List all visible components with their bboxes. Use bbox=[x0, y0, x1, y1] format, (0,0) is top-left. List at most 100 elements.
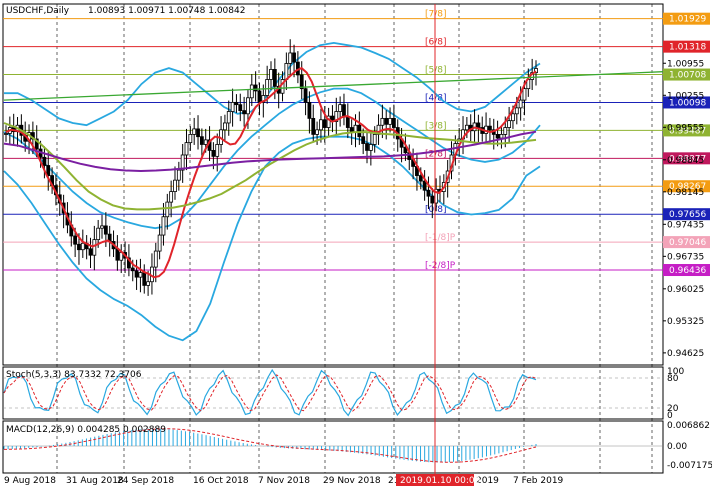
candle-body-67 bbox=[261, 95, 266, 103]
stoch-d-line bbox=[3, 374, 537, 412]
macd-axis-label-0: 0.006862 bbox=[667, 421, 710, 431]
candle-body-64 bbox=[249, 84, 254, 99]
chart-symbol: USDCHF,Daily bbox=[6, 6, 70, 16]
y-tick-label-1: 1.00255 bbox=[667, 91, 704, 101]
candle-body-130 bbox=[503, 127, 508, 135]
price-box-1 bbox=[663, 40, 710, 53]
murrey-level-label-3: [4/8] bbox=[425, 93, 447, 103]
candle-body-108 bbox=[418, 175, 423, 182]
macd-signal-line bbox=[3, 428, 537, 463]
murrey-level-label-8: [-1/8]P bbox=[425, 233, 456, 243]
candle-body-94 bbox=[365, 143, 369, 151]
price-box-label-2: 1.00708 bbox=[669, 71, 706, 81]
x-tick-label-2: 24 Sep 2018 bbox=[117, 476, 174, 486]
candle-body-39 bbox=[153, 250, 158, 268]
candle-body-111 bbox=[430, 195, 435, 204]
price-box-2 bbox=[663, 68, 710, 81]
candle-body-60 bbox=[234, 101, 239, 106]
y-tick-label-6: 0.96735 bbox=[667, 252, 704, 262]
candle-body-96 bbox=[372, 133, 377, 145]
price-box-7 bbox=[663, 208, 710, 221]
candle-body-50 bbox=[196, 128, 200, 138]
x-tick-label-8: 7 Feb 2019 bbox=[513, 476, 564, 486]
candle-body-19 bbox=[77, 243, 81, 251]
murrey-level-label-1: [6/8] bbox=[425, 38, 447, 48]
x-tick-label-5: 29 Nov 2018 bbox=[323, 476, 381, 486]
candle-body-135 bbox=[522, 88, 527, 101]
candle-body-58 bbox=[226, 111, 231, 124]
series-line-2 bbox=[3, 130, 537, 173]
price-box-label-3: 1.00098 bbox=[669, 98, 706, 108]
stoch-axis-label-3: 0 bbox=[667, 411, 673, 421]
candle-body-32 bbox=[126, 257, 131, 269]
candle-body-26 bbox=[103, 225, 108, 235]
candle-body-80 bbox=[311, 117, 316, 135]
x-tick-label-6: 21 bbox=[388, 476, 399, 486]
y-tick-label-7: 0.96025 bbox=[667, 285, 704, 295]
crosshair-time-label: 2019.01.10 00:00 bbox=[400, 476, 481, 486]
candle-body-93 bbox=[361, 136, 366, 144]
price-box-label-6: 0.98267 bbox=[669, 182, 706, 192]
candle-body-92 bbox=[357, 124, 362, 138]
x-tick-label-7: 2019 bbox=[476, 476, 499, 486]
candle-body-110 bbox=[426, 189, 431, 197]
candle-body-126 bbox=[488, 125, 492, 131]
bb-middle bbox=[3, 87, 541, 230]
price-box-3 bbox=[663, 96, 710, 109]
price-box-5 bbox=[663, 152, 710, 165]
macd-panel-frame bbox=[2, 420, 664, 474]
candle-body-78 bbox=[303, 88, 308, 103]
stoch-axis-label-0: 100 bbox=[667, 367, 684, 377]
candle-body-43 bbox=[169, 191, 174, 203]
candle-body-128 bbox=[495, 133, 500, 139]
candle-body-63 bbox=[246, 97, 250, 115]
candle-body-18 bbox=[73, 235, 78, 245]
candle-body-99 bbox=[384, 117, 389, 125]
candle-body-79 bbox=[307, 101, 312, 119]
series-line-3 bbox=[3, 71, 664, 101]
candle-body-129 bbox=[499, 133, 504, 139]
candle-body-44 bbox=[173, 179, 177, 192]
price-box-9 bbox=[663, 264, 710, 277]
candle-body-55 bbox=[215, 144, 220, 157]
y-tick-label-2: 0.99555 bbox=[667, 123, 704, 133]
price-box-label-5: 0.98877 bbox=[669, 154, 706, 164]
stoch-axis-label-2: 20 bbox=[667, 404, 679, 414]
candle-body-20 bbox=[80, 242, 85, 251]
macd-panel: 0.006862 0.00 -0.007175 bbox=[3, 421, 712, 471]
crosshair-time-box bbox=[396, 474, 474, 486]
candle-body-83 bbox=[322, 119, 327, 128]
y-tick-label-0: 1.00955 bbox=[667, 59, 704, 69]
candle-body-57 bbox=[223, 122, 227, 131]
candle-body-22 bbox=[88, 248, 93, 256]
x-tick-label-0: 9 Aug 2018 bbox=[4, 476, 56, 486]
moving-averages bbox=[3, 66, 664, 279]
candle-body-54 bbox=[211, 150, 216, 157]
candle-body-10 bbox=[42, 156, 47, 166]
candle-body-131 bbox=[507, 120, 512, 128]
candle-body-34 bbox=[134, 270, 139, 278]
murrey-level-label-4: [3/8] bbox=[425, 121, 447, 131]
y-tick-label-3: 0.98845 bbox=[667, 156, 704, 166]
price-axis: 1.00955 1.00255 0.99555 0.98845 0.98145 0.974… bbox=[663, 59, 704, 359]
y-tick-label-4: 0.98145 bbox=[667, 188, 704, 198]
murrey-level-label-5: [2/8] bbox=[425, 149, 447, 159]
stoch-k-line bbox=[3, 368, 537, 417]
candle-body-23 bbox=[92, 239, 97, 256]
candle-body-59 bbox=[230, 101, 235, 112]
candle-body-46 bbox=[180, 154, 185, 171]
candle-body-61 bbox=[238, 104, 243, 112]
candle-body-37 bbox=[146, 281, 151, 286]
candle-body-70 bbox=[272, 69, 277, 87]
macd-axis-label-2: -0.007175 bbox=[667, 461, 712, 471]
candle-body-75 bbox=[292, 52, 296, 63]
candle-body-62 bbox=[242, 110, 247, 115]
macd-axis-label-1: 0.00 bbox=[667, 442, 687, 452]
candle-body-120 bbox=[464, 124, 469, 131]
candle-body-0 bbox=[4, 133, 8, 135]
candle-body-41 bbox=[161, 216, 166, 236]
candle-body-82 bbox=[319, 119, 323, 131]
candle-body-45 bbox=[176, 169, 181, 181]
series-line-0 bbox=[5, 66, 537, 279]
